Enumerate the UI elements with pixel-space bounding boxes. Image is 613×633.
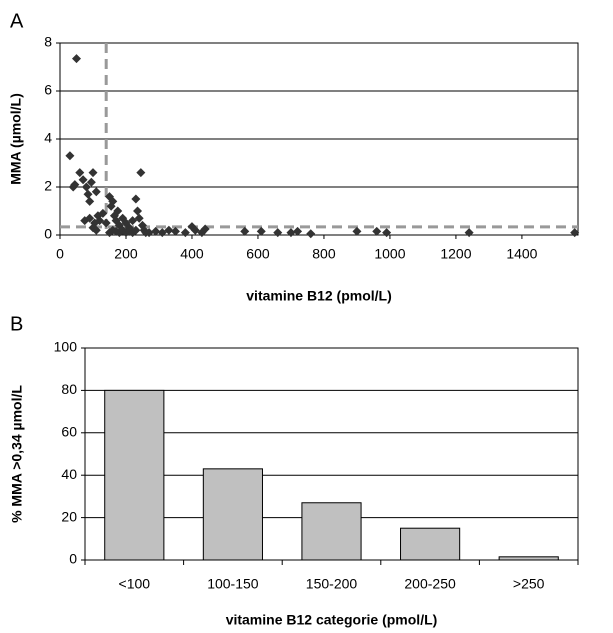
point (144, 228, 154, 238)
x-axis-title: vitamine B12 (pmol/L) (246, 288, 391, 304)
point (306, 229, 316, 239)
y-tick-label: 80 (61, 381, 77, 397)
x-tick-label: 1200 (440, 246, 471, 262)
bar (400, 527, 461, 561)
point (286, 228, 296, 238)
point (464, 228, 474, 238)
point (200, 224, 210, 234)
plot-frame (59, 42, 579, 236)
x-tick-label: 200 (114, 246, 138, 262)
x-tick-label: >250 (513, 576, 545, 592)
point (570, 228, 580, 238)
y-axis-title: % MMA >0,34 µmol/L (9, 385, 25, 523)
point (240, 226, 250, 236)
panel-label: B (10, 313, 23, 335)
point (75, 168, 85, 178)
point (91, 225, 101, 235)
point (71, 54, 81, 64)
point (352, 226, 362, 236)
x-axis-title: vitamine B12 categorie (pmol/L) (226, 612, 438, 628)
y-axis-title: MMA (µmol/L) (8, 93, 24, 185)
point (70, 180, 80, 190)
point (131, 194, 141, 204)
point (88, 168, 98, 178)
x-tick-label: 1000 (374, 246, 405, 262)
x-tick-label: 200-250 (404, 576, 456, 592)
point (180, 228, 190, 238)
point (91, 187, 101, 197)
y-tick-label: 8 (44, 34, 52, 50)
bar (202, 468, 263, 561)
point (293, 226, 303, 236)
x-tick-label: 1400 (506, 246, 537, 262)
point (131, 225, 141, 235)
x-tick-label: 600 (246, 246, 270, 262)
point (382, 228, 392, 238)
point (136, 168, 146, 178)
point (86, 177, 96, 187)
y-tick-label: 20 (61, 508, 77, 524)
y-tick-label: 40 (61, 466, 77, 482)
point (65, 151, 75, 161)
y-tick-label: 100 (54, 339, 78, 355)
point (78, 175, 88, 185)
point (151, 226, 161, 236)
point (101, 218, 111, 228)
x-tick-label: 800 (312, 246, 336, 262)
point (134, 213, 144, 223)
y-tick-label: 6 (44, 82, 52, 98)
point (108, 196, 118, 206)
point (98, 208, 108, 218)
point (170, 226, 180, 236)
bar (301, 502, 362, 561)
x-tick-label: 100-150 (207, 576, 259, 592)
point (164, 225, 174, 235)
x-tick-label: 400 (180, 246, 204, 262)
y-tick-label: 4 (44, 130, 52, 146)
point (83, 189, 93, 199)
point (85, 196, 95, 206)
point (372, 226, 382, 236)
point (256, 226, 266, 236)
x-tick-label: 150-200 (306, 576, 358, 592)
bar (498, 556, 559, 561)
point (133, 206, 143, 216)
bar (104, 389, 165, 561)
point (273, 228, 283, 238)
y-tick-label: 60 (61, 424, 77, 440)
y-tick-label: 2 (44, 178, 52, 194)
y-tick-label: 0 (44, 226, 52, 242)
point (81, 182, 91, 192)
point (85, 213, 95, 223)
panel-label: A (10, 10, 24, 32)
x-tick-label: <100 (119, 576, 151, 592)
point (113, 206, 123, 216)
y-tick-label: 0 (69, 551, 77, 567)
x-tick-label: 0 (56, 246, 64, 262)
